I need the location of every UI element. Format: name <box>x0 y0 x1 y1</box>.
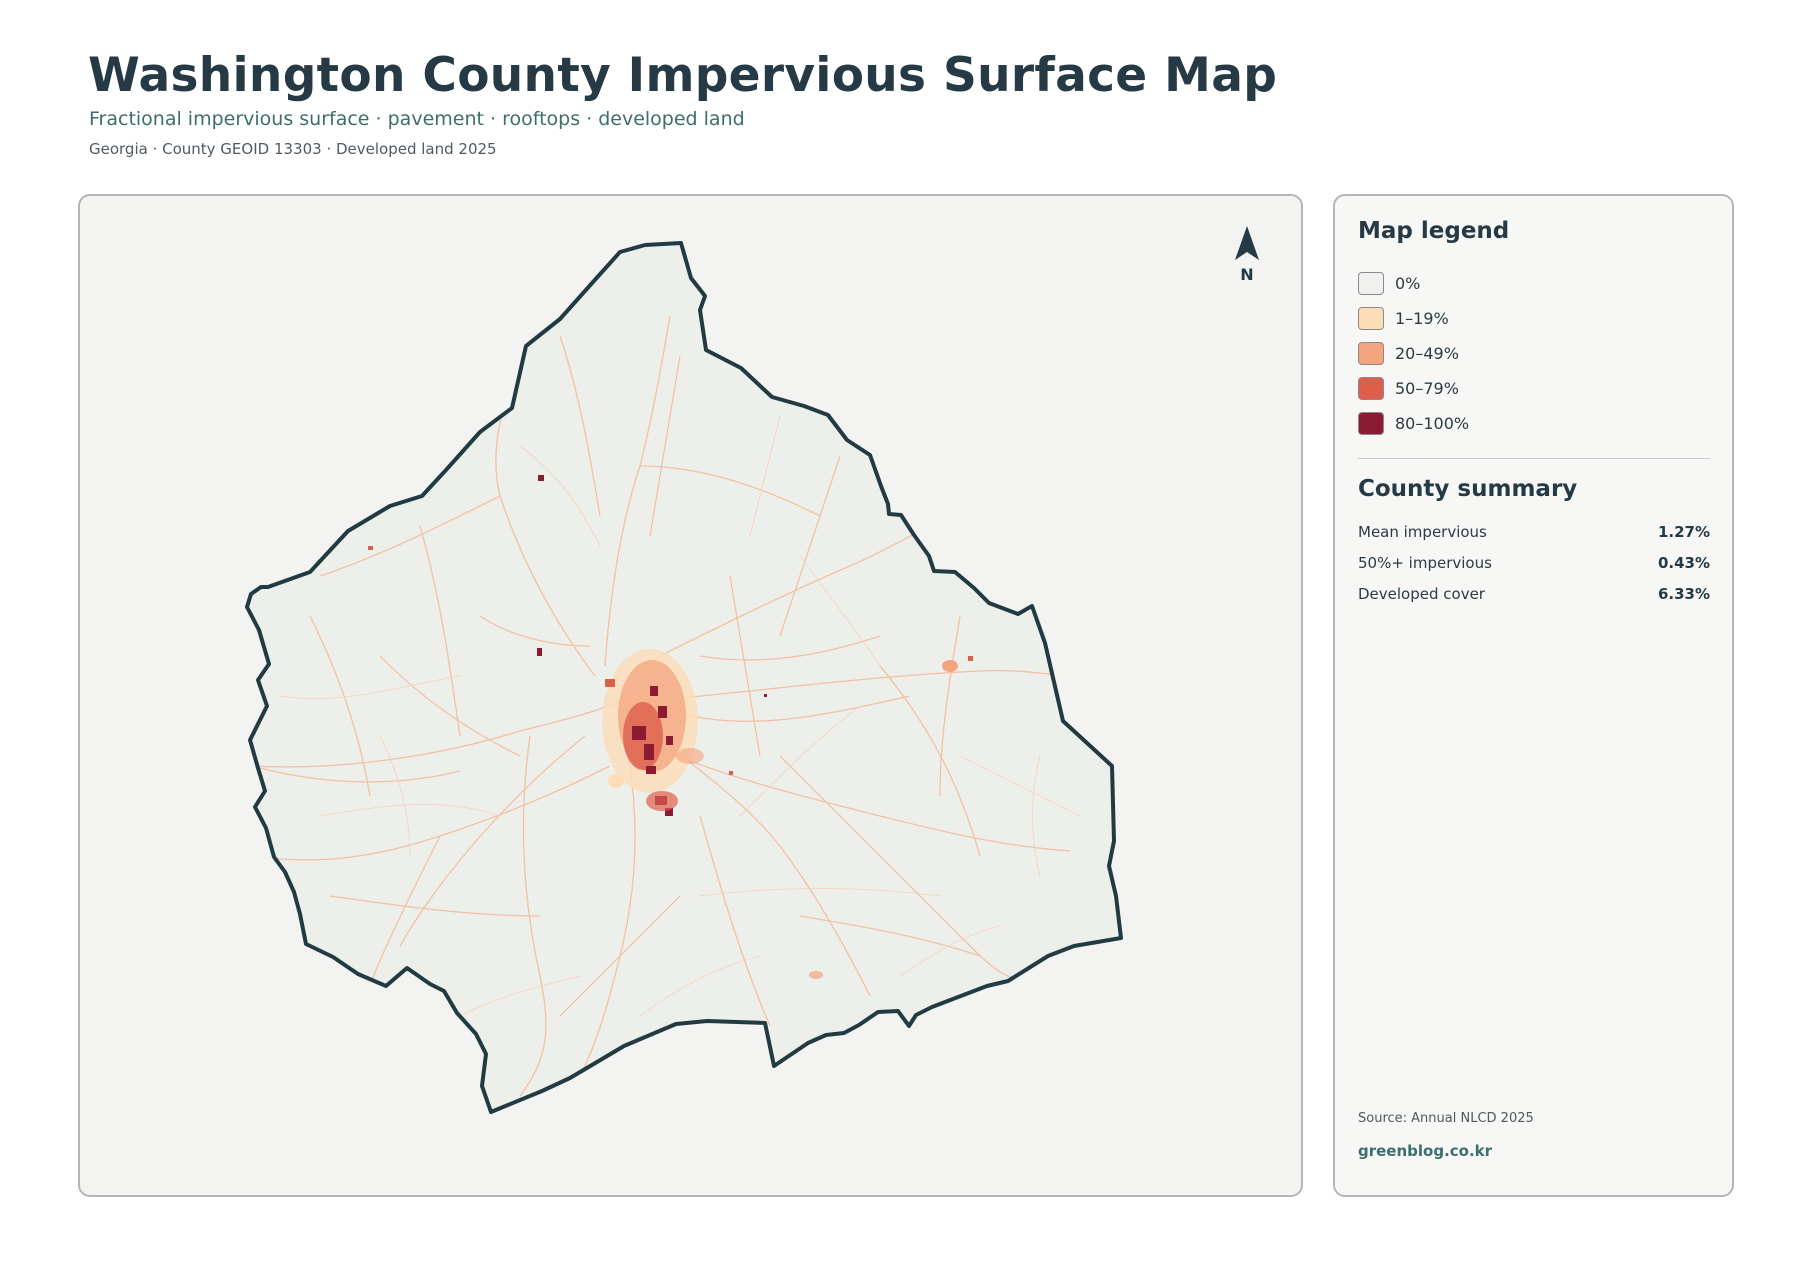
north-label: N <box>1240 265 1253 284</box>
legend-swatch <box>1358 377 1384 400</box>
brand-link[interactable]: greenblog.co.kr <box>1358 1142 1493 1160</box>
page-subtitle: Fractional impervious surface · pavement… <box>89 108 745 130</box>
summary-row-developed: Developed cover 6.33% <box>1358 578 1710 609</box>
summary-title: County summary <box>1358 476 1578 502</box>
developed-patches <box>368 475 973 979</box>
summary-value: 0.43% <box>1657 553 1710 572</box>
secondary-roads <box>279 415 1081 1017</box>
summary-value: 1.27% <box>1657 522 1710 541</box>
legend-item-0: 0% <box>1358 266 1469 301</box>
summary-row-50plus: 50%+ impervious 0.43% <box>1358 547 1710 578</box>
legend-title: Map legend <box>1358 218 1510 244</box>
page-title: Washington County Impervious Surface Map <box>88 48 1278 103</box>
legend-swatch <box>1358 342 1384 365</box>
legend-item-20-49: 20–49% <box>1358 336 1469 371</box>
page-meta: Georgia · County GEOID 13303 · Developed… <box>89 140 497 158</box>
legend-label: 0% <box>1395 274 1421 293</box>
legend-item-50-79: 50–79% <box>1358 371 1469 406</box>
source-note: Source: Annual NLCD 2025 <box>1358 1111 1534 1126</box>
legend-label: 20–49% <box>1395 344 1459 363</box>
legend-list: 0% 1–19% 20–49% 50–79% 80–100% <box>1358 266 1469 441</box>
legend-swatch <box>1358 412 1384 435</box>
summary-value: 6.33% <box>1657 584 1710 603</box>
summary-label: Mean impervious <box>1358 522 1487 541</box>
urban-center <box>602 649 767 816</box>
north-arrow-icon <box>1235 226 1259 260</box>
summary-label: 50%+ impervious <box>1358 553 1492 572</box>
summary-list: Mean impervious 1.27% 50%+ impervious 0.… <box>1358 516 1710 609</box>
legend-item-1-19: 1–19% <box>1358 301 1469 336</box>
side-panel: Map legend 0% 1–19% 20–49% 50–79% 80–100… <box>1333 194 1734 1197</box>
legend-label: 50–79% <box>1395 379 1459 398</box>
legend-label: 1–19% <box>1395 309 1449 328</box>
legend-label: 80–100% <box>1395 414 1470 433</box>
county-boundary <box>245 241 1123 1114</box>
legend-swatch <box>1358 307 1384 330</box>
legend-swatch <box>1358 272 1384 295</box>
map-panel[interactable]: N <box>78 194 1303 1197</box>
legend-item-80-100: 80–100% <box>1358 406 1469 441</box>
north-arrow: N <box>1235 226 1259 284</box>
summary-row-mean: Mean impervious 1.27% <box>1358 516 1710 547</box>
divider <box>1358 458 1710 459</box>
map-canvas[interactable]: N <box>80 196 1303 1197</box>
summary-label: Developed cover <box>1358 584 1485 603</box>
